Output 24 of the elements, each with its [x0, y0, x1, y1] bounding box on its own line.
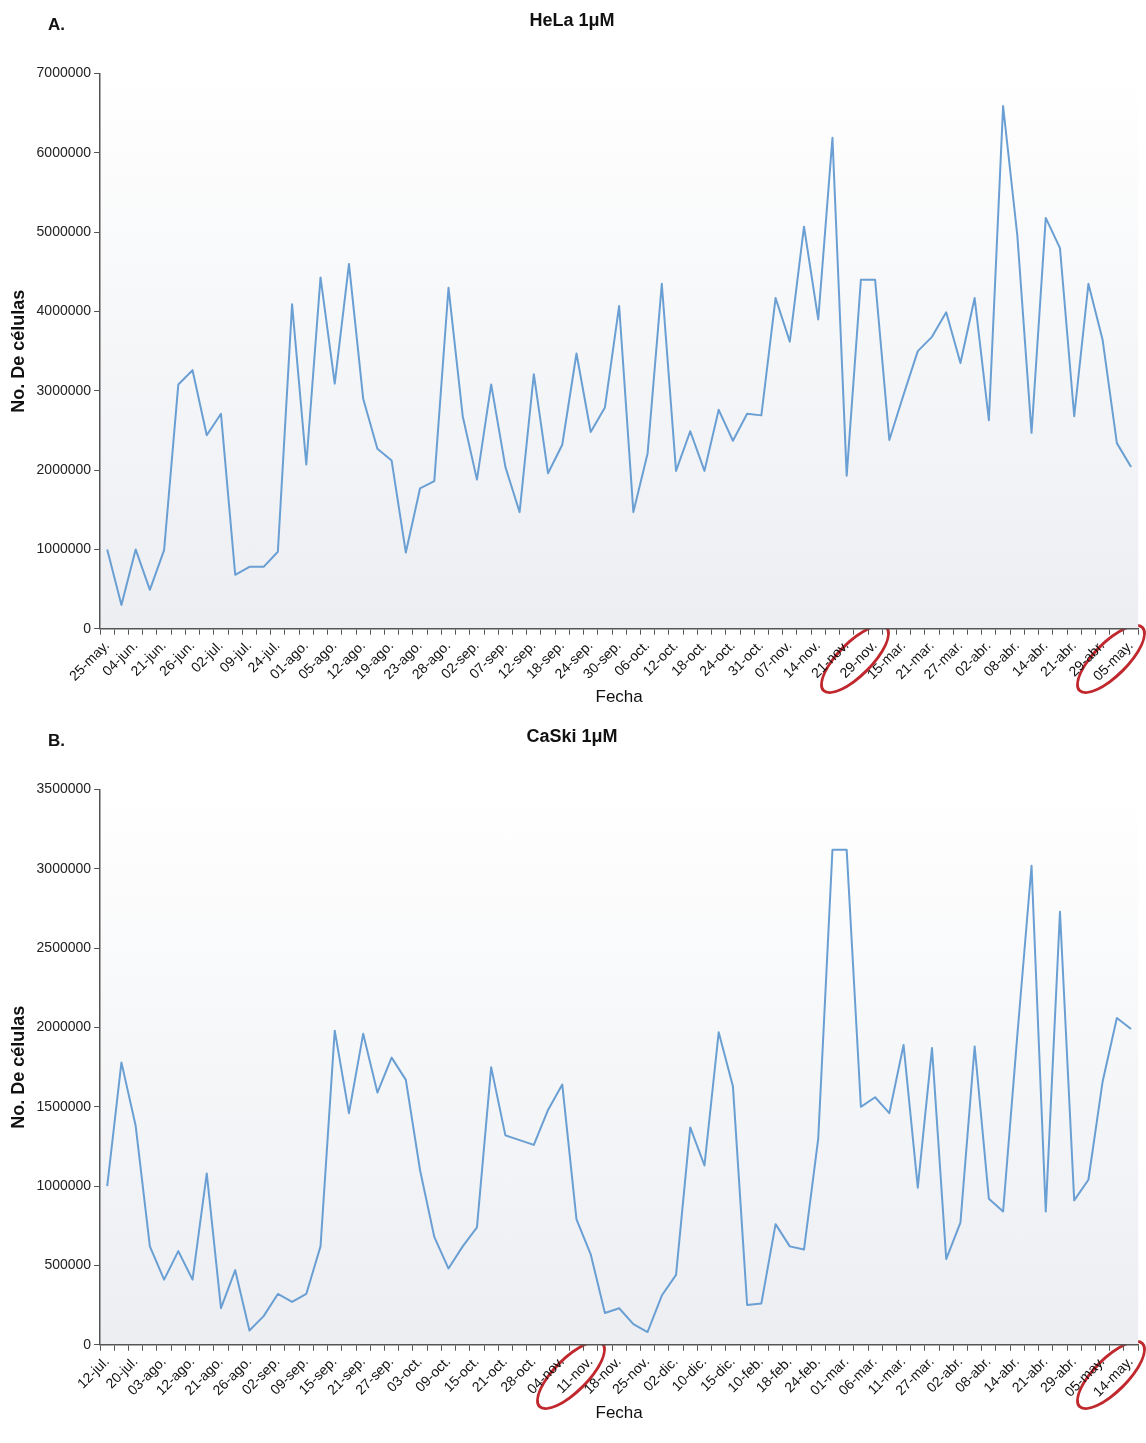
text: A. [48, 15, 65, 34]
y-tick-label: 1500000 [36, 1097, 92, 1114]
y-tick-label: 5000000 [36, 223, 92, 240]
y-tick-label: 7000000 [36, 64, 92, 81]
y-tick-label: 1000000 [36, 540, 92, 557]
y-tick-label: 0 [83, 1335, 92, 1352]
y-tick-label: 500000 [44, 1256, 92, 1273]
x-axis-title: Fecha [595, 687, 644, 707]
y-tick-label: 1000000 [36, 1176, 92, 1193]
y-axis-title: No. De células [7, 1005, 28, 1129]
y-axis-title: No. De células [7, 289, 28, 413]
text: B. [48, 731, 65, 750]
y-tick-label: 3000000 [36, 381, 92, 398]
chart-title: CaSki 1μM [526, 725, 618, 746]
y-tick-label: 2000000 [36, 1018, 92, 1035]
y-tick-label: 4000000 [36, 302, 92, 319]
chart-title: HeLa 1μM [529, 9, 615, 30]
y-tick-label: 0 [83, 619, 92, 636]
y-tick-label: 3000000 [36, 859, 92, 876]
x-axis-title: Fecha [595, 1403, 644, 1423]
y-tick-label: 2500000 [36, 939, 92, 956]
y-tick-label: 3500000 [36, 780, 92, 797]
y-tick-label: 2000000 [36, 460, 92, 477]
y-tick-label: 6000000 [36, 143, 92, 160]
